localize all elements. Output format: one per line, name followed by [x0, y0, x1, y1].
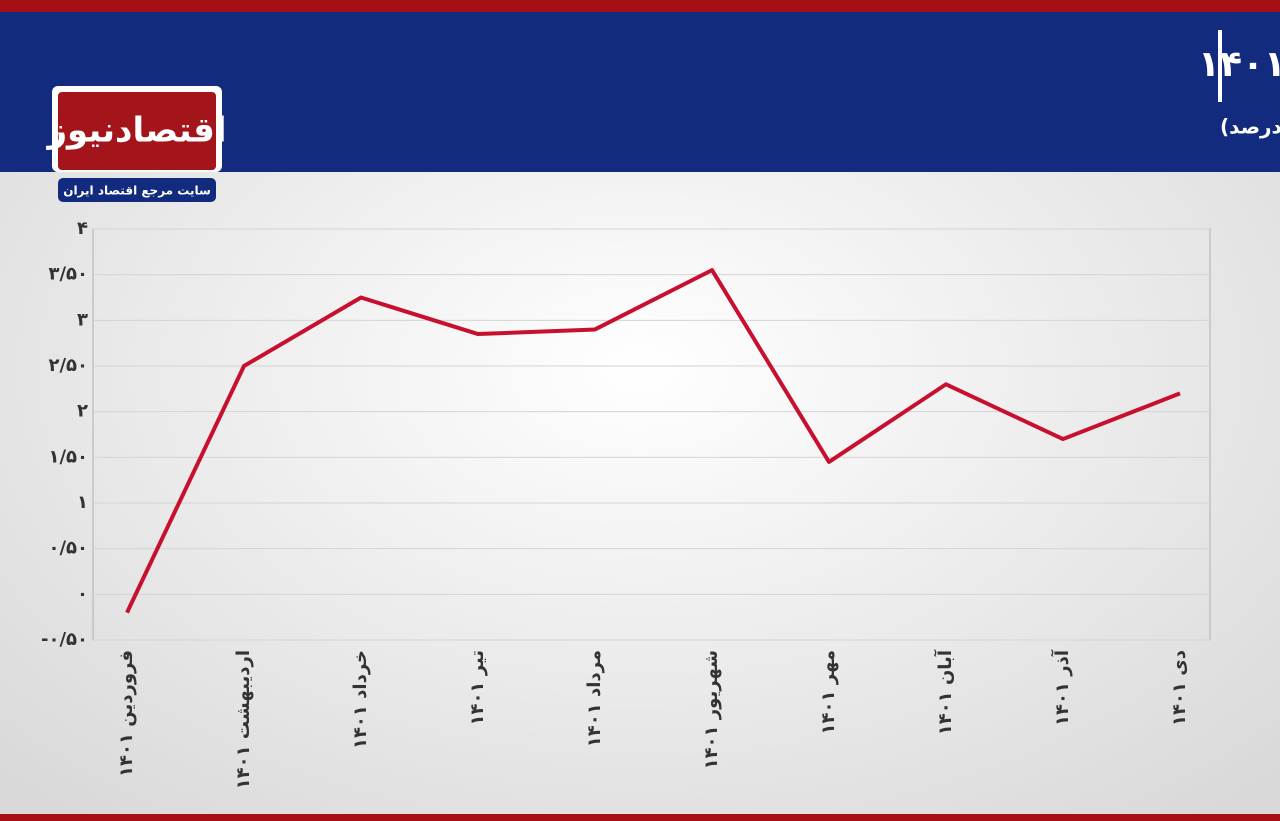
y-tick-label: ۱ [77, 492, 88, 513]
data-line [125, 268, 1181, 614]
y-tick-label: ۰ [77, 583, 88, 604]
chart-title: رشد ماهانه نقدینگی در سال ۱۴۰۱ [1198, 43, 1280, 85]
y-tick-label: ۲ [77, 401, 88, 422]
logo-tagline-box [58, 178, 216, 202]
logo-name: اقتصادنیوز [45, 111, 226, 151]
title-bar [1218, 30, 1222, 102]
y-tick-label: -۰/۵۰ [41, 629, 88, 650]
y-tick-label: ۲/۵۰ [48, 355, 88, 376]
x-tick-label: شهریور ۱۴۰۱ [701, 650, 722, 769]
y-tick-label: ۱/۵۰ [48, 446, 88, 467]
x-tick-label: اردیبهشت ۱۴۰۱ [233, 650, 254, 789]
y-tick-label: ۳/۵۰ [48, 264, 88, 285]
logo-tagline: سایت مرجع اقتصاد ایران [63, 184, 211, 198]
logo-inner [58, 92, 216, 170]
x-tick-label: دی ۱۴۰۱ [1169, 650, 1190, 726]
x-tick-label: فروردین ۱۴۰۱ [116, 650, 137, 777]
x-tick-label: مرداد ۱۴۰۱ [584, 650, 605, 747]
x-tick-label: آبان ۱۴۰۱ [933, 649, 956, 735]
chart-subtitle: (واحد: درصد) [1220, 115, 1280, 139]
x-tick-label: تیر ۱۴۰۱ [467, 650, 488, 726]
top-strip [0, 0, 1280, 12]
x-tick-label: آذر ۱۴۰۱ [1050, 649, 1073, 726]
y-tick-label: ۰/۵۰ [48, 538, 88, 559]
bottom-strip [0, 814, 1280, 821]
y-tick-label: ۳ [77, 309, 88, 330]
x-tick-label: مهر ۱۴۰۱ [818, 650, 839, 734]
y-tick-label: ۴ [77, 218, 88, 239]
x-tick-label: خرداد ۱۴۰۱ [350, 650, 371, 749]
